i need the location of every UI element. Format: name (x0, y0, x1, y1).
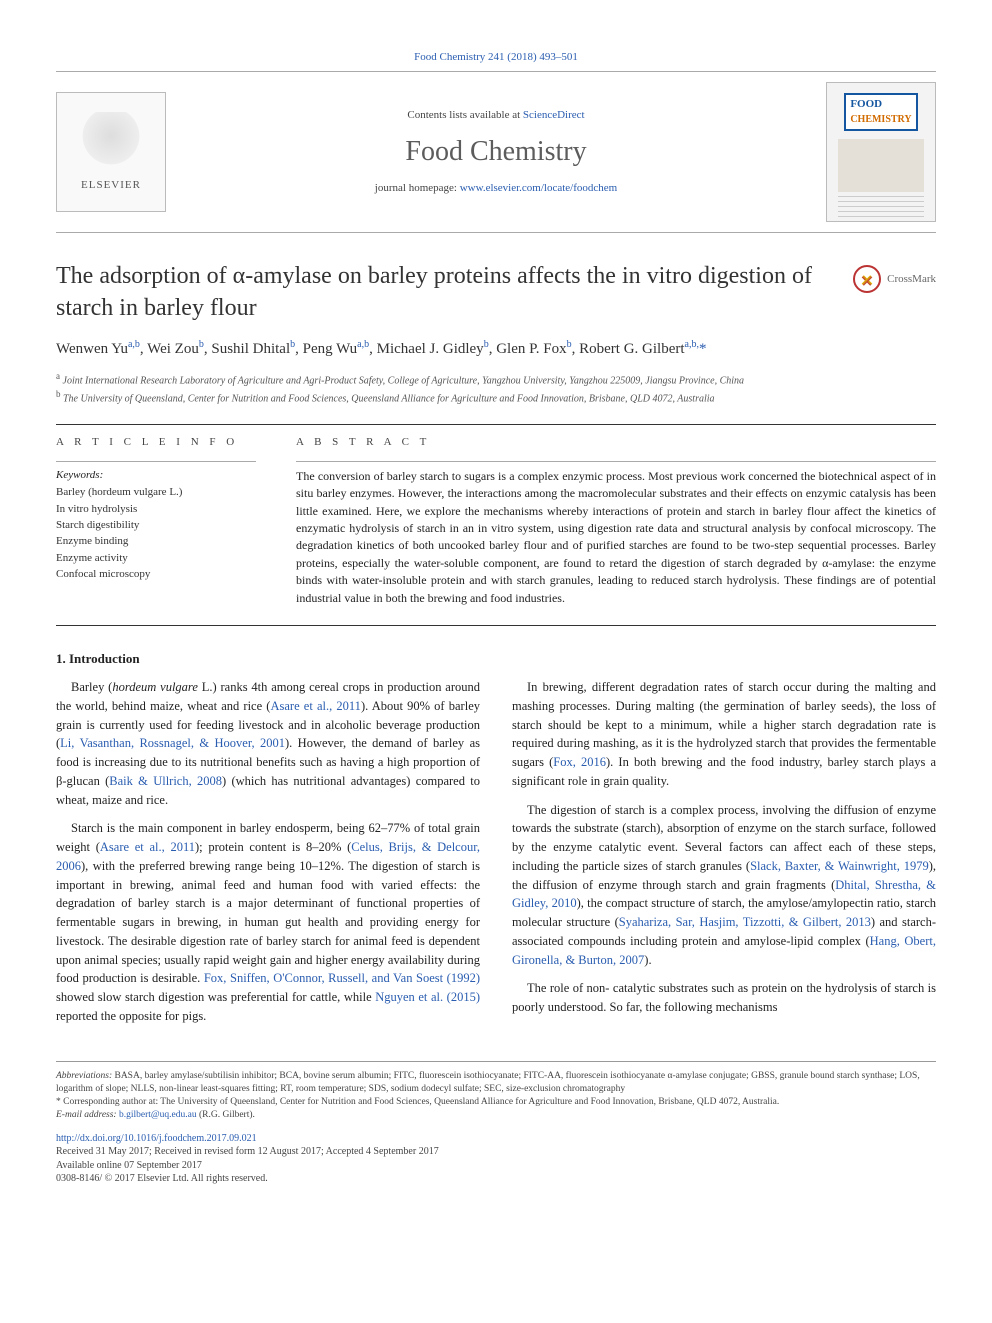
elsevier-tree-icon (81, 112, 141, 172)
journal-homepage-link[interactable]: www.elsevier.com/locate/foodchem (460, 182, 618, 194)
journal-citation: Food Chemistry 241 (2018) 493–501 (56, 50, 936, 65)
cover-photo-placeholder (838, 139, 924, 192)
divider (56, 625, 936, 626)
sciencedirect-link[interactable]: ScienceDirect (523, 109, 585, 121)
copyright: 0308-8146/ © 2017 Elsevier Ltd. All righ… (56, 1172, 936, 1186)
divider (56, 424, 936, 425)
crossmark-icon (853, 265, 881, 293)
journal-cover: FOOD CHEMISTRY (826, 82, 936, 222)
crossmark-label: CrossMark (887, 272, 936, 287)
author-list: Wenwen Yua,b, Wei Zoub, Sushil Dhitalb, … (56, 338, 936, 360)
cover-badge: FOOD CHEMISTRY (844, 93, 917, 130)
keyword: Confocal microscopy (56, 567, 256, 582)
paragraph: In brewing, different degradation rates … (512, 678, 936, 791)
keywords-list: Barley (hordeum vulgare L.) In vitro hydr… (56, 485, 256, 582)
divider (56, 461, 256, 462)
article-info-heading: A R T I C L E I N F O (56, 435, 256, 450)
publisher-name: ELSEVIER (81, 178, 141, 193)
publisher-logo: ELSEVIER (56, 92, 166, 212)
keyword: Enzyme activity (56, 551, 256, 566)
affiliation: b The University of Queensland, Center f… (56, 388, 936, 406)
abstract-text: The conversion of barley starch to sugar… (296, 468, 936, 607)
keywords-label: Keywords: (56, 468, 256, 483)
doi-link[interactable]: http://dx.doi.org/10.1016/j.foodchem.201… (56, 1132, 936, 1146)
cover-text-placeholder (838, 196, 924, 222)
affiliation: a Joint International Research Laborator… (56, 370, 936, 388)
available-online: Available online 07 September 2017 (56, 1159, 936, 1173)
crossmark-badge[interactable]: CrossMark (853, 265, 936, 293)
article-title: The adsorption of α-amylase on barley pr… (56, 261, 837, 323)
journal-header: ELSEVIER Contents lists available at Sci… (56, 78, 936, 232)
journal-title: Food Chemistry (182, 132, 810, 171)
contents-line: Contents lists available at ScienceDirec… (182, 108, 810, 123)
paragraph: The digestion of starch is a complex pro… (512, 801, 936, 970)
keyword: Enzyme binding (56, 534, 256, 549)
body-text: Barley (hordeum vulgare L.) ranks 4th am… (56, 678, 936, 1031)
email-link[interactable]: b.gilbert@uq.edu.au (119, 1110, 197, 1120)
email-line: E-mail address: b.gilbert@uq.edu.au (R.G… (56, 1109, 936, 1122)
paragraph: The role of non- catalytic substrates su… (512, 979, 936, 1017)
footer: Abbreviations: BASA, barley amylase/subt… (56, 1061, 936, 1185)
abstract-heading: A B S T R A C T (296, 435, 936, 450)
corresponding-note: * Corresponding author at: The Universit… (56, 1096, 936, 1109)
keyword: Starch digestibility (56, 518, 256, 533)
divider (296, 461, 936, 462)
section-heading: 1. Introduction (56, 650, 936, 668)
keyword: In vitro hydrolysis (56, 502, 256, 517)
abbreviations: Abbreviations: BASA, barley amylase/subt… (56, 1070, 936, 1096)
divider (56, 71, 936, 72)
paragraph: Barley (hordeum vulgare L.) ranks 4th am… (56, 678, 480, 809)
paragraph: Starch is the main component in barley e… (56, 819, 480, 1025)
divider (56, 232, 936, 233)
history: Received 31 May 2017; Received in revise… (56, 1145, 936, 1159)
journal-citation-link[interactable]: Food Chemistry 241 (2018) 493–501 (414, 51, 578, 63)
keyword: Barley (hordeum vulgare L.) (56, 485, 256, 500)
affiliations: a Joint International Research Laborator… (56, 370, 936, 407)
journal-homepage: journal homepage: www.elsevier.com/locat… (182, 181, 810, 196)
